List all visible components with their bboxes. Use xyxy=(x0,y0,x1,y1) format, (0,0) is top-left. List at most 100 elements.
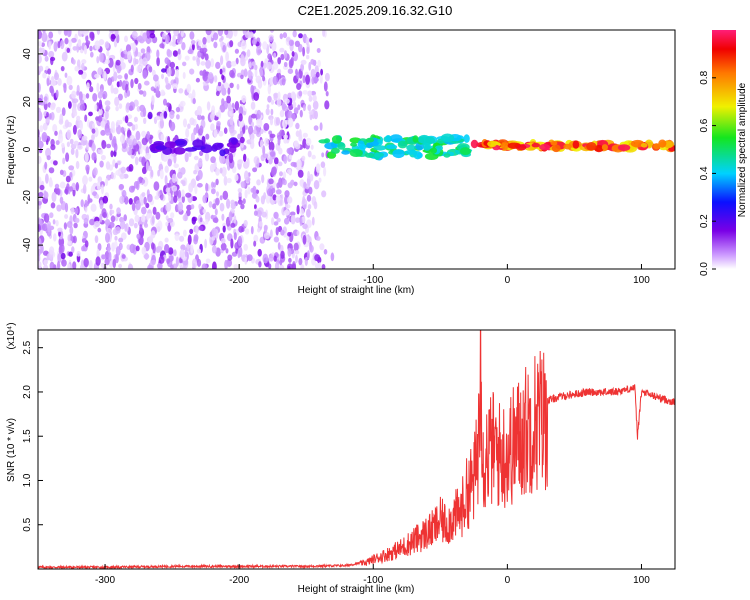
heatmap-cell xyxy=(302,46,305,57)
heatmap-cell xyxy=(59,196,64,204)
heatmap-cell xyxy=(287,182,293,189)
heatmap-cell xyxy=(295,122,300,130)
heatmap-cell xyxy=(310,144,314,150)
heatmap-cell xyxy=(43,96,48,102)
heatmap-band-cell xyxy=(392,149,405,159)
heatmap-cell xyxy=(313,125,319,131)
heatmap-cell xyxy=(266,104,270,109)
heatmap-cell xyxy=(72,124,77,135)
heatmap-cell xyxy=(292,30,297,38)
heatmap-cell xyxy=(96,248,100,259)
heatmap-cell xyxy=(240,74,244,80)
heatmap-cell xyxy=(54,130,58,136)
heatmap-cell xyxy=(85,93,90,99)
heatmap-cell xyxy=(133,57,137,66)
heatmap-cell xyxy=(189,68,195,75)
heatmap-cell xyxy=(222,225,226,233)
heatmap-cell xyxy=(62,157,66,165)
heatmap-cell xyxy=(239,136,245,144)
heatmap-cell xyxy=(46,111,49,118)
heatmap-cell xyxy=(205,182,209,192)
heatmap-cell xyxy=(128,218,135,227)
heatmap-cell xyxy=(297,169,304,178)
heatmap-cell xyxy=(283,137,288,144)
heatmap-cell xyxy=(284,217,290,225)
heatmap-band-cell xyxy=(586,142,597,151)
heatmap-band-cell xyxy=(412,135,419,143)
heatmap-band-cell xyxy=(364,152,375,158)
heatmap-cell xyxy=(101,184,104,195)
heatmap-band-cell xyxy=(318,139,329,144)
heatmap-cell xyxy=(110,150,114,158)
heatmap-cell xyxy=(99,149,104,155)
heatmap-band-cell xyxy=(385,135,392,142)
heatmap-cell xyxy=(97,115,103,123)
heatmap-cell xyxy=(134,77,139,85)
heatmap-cell xyxy=(287,117,294,128)
heatmap-cell xyxy=(315,163,321,173)
heatmap-cell xyxy=(65,175,71,183)
heatmap-band-cell xyxy=(572,140,580,149)
heatmap-cell xyxy=(126,90,131,97)
heatmap-cell xyxy=(308,95,313,102)
heatmap-cell xyxy=(112,159,116,168)
heatmap-cell xyxy=(66,75,73,86)
heatmap-cell xyxy=(240,181,246,189)
heatmap-cell xyxy=(38,82,41,93)
heatmap-cell xyxy=(279,109,285,118)
heatmap-cell xyxy=(272,75,278,86)
heatmap-cell xyxy=(229,40,234,48)
x-tick-label: 0 xyxy=(505,275,511,286)
heatmap-band-cell xyxy=(192,139,204,148)
heatmap-cell xyxy=(202,73,208,82)
heatmap-cell xyxy=(75,182,80,192)
heatmap-cell xyxy=(205,219,209,225)
heatmap-cell xyxy=(66,30,72,38)
heatmap-cell xyxy=(119,173,125,180)
heatmap-cell xyxy=(185,128,190,138)
heatmap-cell xyxy=(215,61,221,69)
heatmap-cell xyxy=(184,55,190,61)
heatmap-cell xyxy=(251,61,256,67)
heatmap-cell xyxy=(225,51,230,62)
heatmap-cell xyxy=(269,117,274,126)
heatmap-cell xyxy=(183,229,187,237)
heatmap-cell xyxy=(268,141,275,152)
heatmap-cell xyxy=(147,111,153,120)
heatmap-cell xyxy=(237,235,243,247)
snr-y-multiplier: (x10⁴) xyxy=(6,322,17,349)
heatmap-cell xyxy=(179,249,185,259)
heatmap-cell xyxy=(137,83,142,90)
heatmap-cell xyxy=(79,104,86,111)
heatmap-cell xyxy=(243,110,246,116)
heatmap-cell xyxy=(268,130,273,135)
heatmap-cell xyxy=(50,202,56,209)
heatmap-band-cell xyxy=(517,144,527,151)
heatmap-cell xyxy=(180,30,184,38)
heatmap-cell xyxy=(220,35,224,41)
heatmap-cell xyxy=(134,214,140,223)
snr-panel: -300 -200 -100 0 100 0.51.01.52.02.5 (x10⁴) … xyxy=(6,322,676,595)
heatmap-cell xyxy=(246,254,253,262)
heatmap-cell xyxy=(50,56,56,62)
heatmap-cell xyxy=(141,130,147,138)
heatmap-cell xyxy=(68,165,75,171)
heatmap-band-cell xyxy=(425,136,436,144)
snr-frame xyxy=(37,329,676,570)
heatmap-cell xyxy=(189,228,194,235)
heatmap-cell xyxy=(323,249,328,255)
heatmap-cell xyxy=(88,260,93,269)
heatmap-cell xyxy=(311,76,315,85)
heatmap-cell xyxy=(302,223,308,230)
heatmap-cell xyxy=(38,261,42,269)
heatmap-cell xyxy=(90,203,97,212)
heatmap-cell xyxy=(127,50,132,61)
heatmap-cell xyxy=(140,48,146,54)
heatmap-cell xyxy=(78,69,84,75)
heatmap-cell xyxy=(93,167,98,176)
heatmap-cell xyxy=(38,110,43,122)
heatmap-cell xyxy=(138,90,144,95)
heatmap-cell xyxy=(199,217,203,223)
heatmap-band-cell xyxy=(350,142,357,147)
heatmap-cell xyxy=(114,235,118,241)
